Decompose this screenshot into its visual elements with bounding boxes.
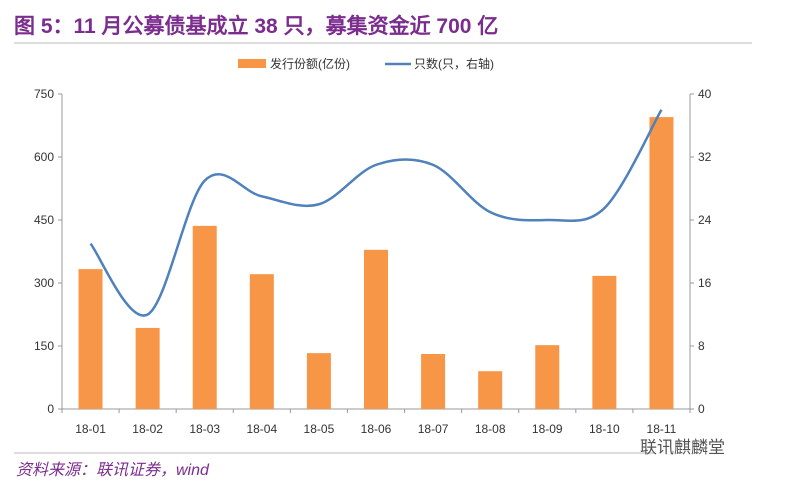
x-tick-label: 18-06 (361, 422, 392, 436)
x-tick-label: 18-09 (532, 422, 563, 436)
bar (649, 117, 674, 409)
bar (306, 353, 331, 409)
right-tick-label: 8 (698, 339, 705, 353)
x-tick-label: 18-07 (418, 422, 449, 436)
legend-bar-label: 发行份额(亿份) (270, 56, 350, 71)
x-tick-label: 18-02 (132, 422, 163, 436)
x-tick-label: 18-11 (647, 422, 677, 436)
left-tick-label: 450 (34, 213, 54, 227)
bar (535, 345, 560, 409)
chart-title: 图 5：11 月公募债基成立 38 只，募集资金近 700 亿 (14, 15, 499, 38)
right-tick-label: 24 (698, 213, 712, 227)
bar (421, 353, 446, 409)
legend-line-label: 只数(只，右轴) (414, 56, 494, 71)
bar (478, 371, 503, 409)
x-tick-label: 18-05 (304, 422, 335, 436)
bar (592, 275, 617, 409)
x-tick-label: 18-03 (189, 422, 220, 436)
source-note: 资料来源：联讯证券，wind (16, 462, 209, 479)
bar (249, 274, 274, 409)
left-tick-label: 300 (34, 276, 54, 290)
left-tick-label: 0 (47, 402, 54, 416)
bar (192, 225, 217, 409)
legend-bar-swatch (238, 59, 266, 68)
bar (78, 269, 103, 409)
right-tick-label: 0 (698, 402, 705, 416)
left-tick-label: 150 (34, 339, 54, 353)
x-tick-label: 18-01 (75, 422, 106, 436)
bar (135, 327, 160, 409)
bar (364, 249, 388, 409)
count-line (89, 109, 663, 317)
right-tick-label: 16 (698, 276, 712, 290)
x-tick-label: 18-10 (589, 422, 620, 436)
x-tick-label: 18-08 (475, 422, 506, 436)
title-divider (14, 42, 752, 44)
left-tick-label: 750 (34, 87, 54, 101)
footer-divider (14, 452, 654, 454)
watermark: 联讯麒麟堂 (640, 438, 725, 457)
right-tick-label: 32 (698, 150, 712, 164)
x-tick-label: 18-04 (246, 422, 277, 436)
right-tick-label: 40 (698, 87, 712, 101)
left-tick-label: 600 (34, 150, 54, 164)
